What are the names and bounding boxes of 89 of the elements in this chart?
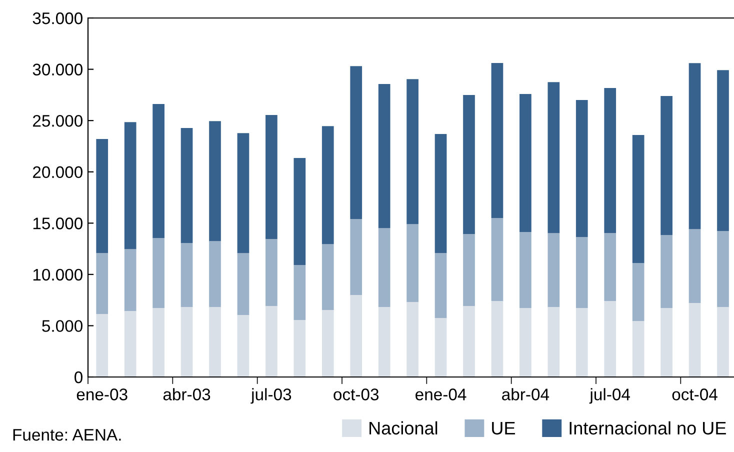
bar (632, 263, 644, 321)
bar (406, 224, 418, 302)
y-tick-label: 35.000 (32, 12, 82, 24)
bar (350, 219, 362, 296)
bar (717, 231, 729, 308)
bar (180, 128, 193, 244)
bar (180, 307, 193, 377)
bar (604, 88, 616, 233)
bar (434, 134, 447, 253)
bar (180, 243, 193, 308)
bar (632, 135, 644, 264)
bar (491, 63, 504, 218)
bar (717, 70, 729, 232)
bar (96, 314, 108, 377)
bar (378, 228, 390, 308)
bar (688, 303, 701, 377)
bar (209, 121, 221, 242)
bar (350, 295, 362, 377)
bar (237, 315, 250, 377)
y-tick-label: 20.000 (33, 166, 82, 178)
bar (463, 95, 475, 234)
bar (406, 302, 418, 377)
bar (124, 122, 136, 250)
legend-label: UE (492, 422, 515, 435)
bar (294, 264, 306, 320)
x-tick-label: abr-03 (163, 388, 210, 400)
bar (434, 318, 447, 377)
bar (688, 63, 701, 230)
x-tick-label: ene-03 (76, 388, 128, 400)
bar (548, 307, 560, 377)
bar (576, 236, 588, 308)
source-note: Fuente: AENA. (13, 429, 121, 441)
bar (688, 229, 701, 304)
y-tick-label: 15.000 (33, 218, 82, 230)
bar (124, 249, 136, 312)
bar (350, 66, 362, 220)
bar (237, 133, 250, 254)
bar (378, 307, 390, 377)
bar (322, 310, 334, 377)
y-tick-label: 25.000 (33, 114, 82, 127)
bar (152, 104, 164, 238)
x-tick-label: jul-03 (250, 388, 292, 404)
y-tick-label: 5.000 (42, 320, 82, 332)
bar (717, 307, 729, 377)
bar (294, 158, 306, 265)
bar (491, 218, 504, 301)
bar (96, 252, 108, 314)
bar (660, 234, 672, 308)
bar (632, 320, 644, 377)
x-tick-label: oct-04 (672, 388, 718, 400)
bar (266, 239, 278, 306)
bar (237, 253, 250, 316)
y-tick-label: 30.000 (32, 64, 82, 76)
bar (209, 307, 221, 377)
bar (378, 84, 390, 228)
bar (266, 115, 278, 240)
x-tick-label: ene-04 (416, 388, 466, 400)
bar (660, 308, 672, 377)
y-tick-label: 10.000 (33, 268, 82, 281)
bar (406, 79, 418, 224)
legend-label: Nacional (370, 421, 438, 435)
bar (209, 241, 221, 308)
x-tick-label: jul-04 (589, 388, 630, 404)
bar (96, 139, 108, 253)
bar (520, 308, 532, 377)
x-tick-label: oct-03 (334, 388, 379, 400)
bar (520, 94, 532, 232)
bar (604, 232, 616, 301)
bar (576, 308, 588, 377)
bar (548, 233, 560, 308)
bar (294, 320, 306, 377)
x-tick-label: abr-04 (502, 388, 550, 400)
bar (266, 306, 278, 377)
legend-label: Internacional no UE (570, 421, 726, 435)
bar (463, 234, 475, 306)
bar (548, 82, 560, 234)
bar (520, 232, 532, 308)
bar (124, 311, 136, 377)
bar (152, 308, 164, 377)
y-tick-label: 0 (74, 371, 82, 384)
bar (152, 238, 164, 308)
bar (434, 252, 447, 318)
bar (576, 100, 588, 237)
bar (491, 300, 504, 377)
bar (660, 96, 672, 235)
bar (604, 300, 616, 377)
bar (322, 244, 334, 310)
bar (322, 126, 334, 244)
bar (463, 306, 475, 377)
